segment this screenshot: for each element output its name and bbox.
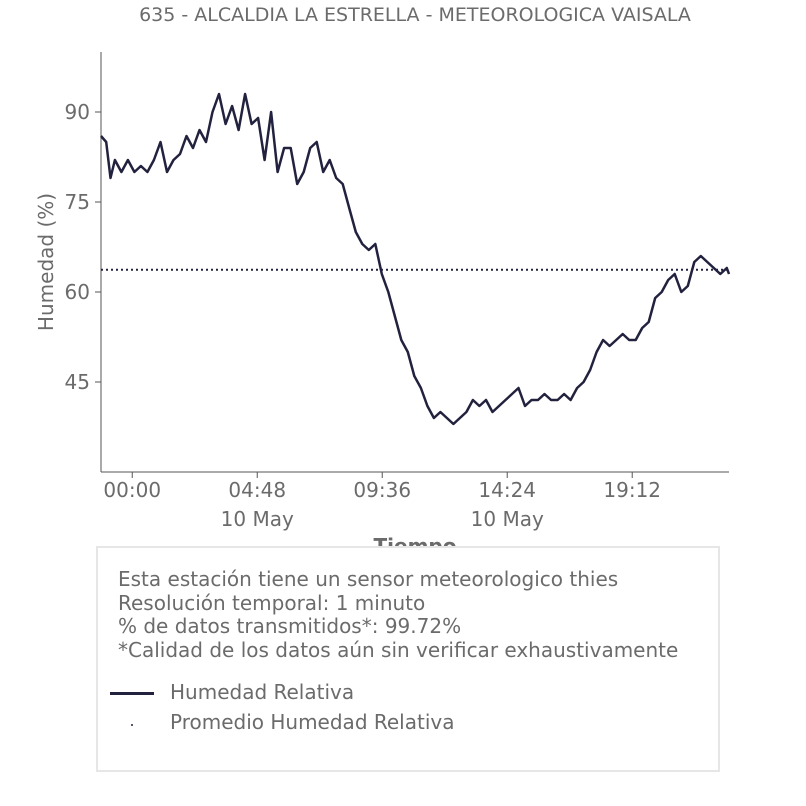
chart-title: 635 - ALCALDIA LA ESTRELLA - METEOROLOGI… — [139, 4, 691, 26]
y-tick-label: 75 — [65, 190, 90, 214]
y-axis-ticks: 45 60 75 90 — [65, 100, 101, 394]
info-text: Esta estación tiene un sensor meteorolog… — [118, 567, 679, 662]
x-axis-ticks: 00:00 04:48 10 May 09:36 14:24 10 May 19:12 — [103, 472, 661, 531]
x-tick-label: 04:48 — [228, 478, 286, 502]
info-box: Esta estación tiene un sensor meteorolog… — [96, 546, 720, 772]
y-tick-label: 60 — [65, 280, 90, 304]
x-tick-label: 19:12 — [603, 478, 661, 502]
info-transmitted: % de datos transmitidos*: 99.72% — [118, 614, 462, 638]
legend-label-humidity: Humedad Relativa — [170, 680, 355, 704]
legend-label-average: Promedio Humedad Relativa — [170, 710, 455, 734]
info-quality-note: *Calidad de los datos aún sin verificar … — [118, 637, 679, 662]
info-sensor: Esta estación tiene un sensor meteorolog… — [118, 567, 619, 591]
info-resolution: Resolución temporal: 1 minuto — [118, 590, 426, 615]
x-tick-date-label: 10 May — [221, 507, 294, 531]
x-tick-date-label: 10 May — [471, 507, 544, 531]
y-tick-label: 90 — [65, 100, 90, 124]
legend-swatch-dotted — [131, 724, 133, 726]
legend-swatch-solid — [110, 692, 154, 695]
x-tick-label: 00:00 — [103, 478, 161, 502]
y-axis-label: Humedad (%) — [34, 193, 58, 331]
y-tick-label: 45 — [65, 370, 90, 394]
humidity-series-line — [100, 92, 731, 426]
x-tick-label: 14:24 — [478, 478, 536, 502]
x-tick-label: 09:36 — [353, 478, 411, 502]
